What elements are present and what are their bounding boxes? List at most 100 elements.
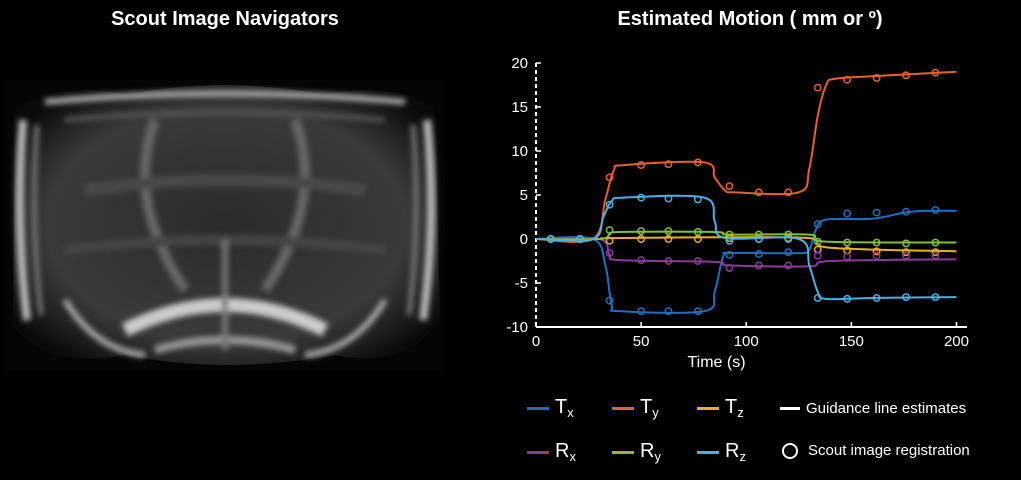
scout-point-ry — [605, 226, 614, 235]
series-line-ty — [535, 70, 957, 243]
legend-label-rx: R — [555, 440, 570, 462]
scout-point-ty — [902, 71, 910, 80]
legend-sub-rz: z — [739, 449, 746, 464]
legend-item-rx: Rx — [527, 440, 576, 464]
scout-point-ty — [843, 75, 852, 84]
scout-point-tx — [637, 307, 646, 316]
legend-swatch-guidance — [780, 407, 800, 410]
scout-point-rx — [605, 249, 614, 258]
legend-swatch-rx — [527, 450, 549, 454]
scout-point-rz — [637, 193, 646, 202]
scout-point-rz — [843, 294, 852, 303]
scout-point-tx — [902, 207, 910, 216]
x-tick-label: 200 — [944, 333, 969, 350]
scout-point-tx — [843, 209, 852, 218]
scout-point-rz — [576, 235, 585, 243]
scout-point-tx — [664, 307, 673, 316]
legend-swatch-rz — [697, 450, 719, 454]
scout-point-rz — [872, 294, 881, 302]
scout-point-ty — [693, 158, 702, 167]
scout-point-tx — [872, 208, 881, 217]
scout-point-tz — [902, 248, 910, 257]
legend-label-ry: R — [640, 440, 655, 462]
scout-point-rx — [693, 257, 702, 265]
scout-point-rx — [725, 264, 734, 272]
y-tick-label: 15 — [511, 99, 528, 116]
legend-swatch-tx — [527, 406, 549, 410]
x-axis-label: Time (s) — [687, 354, 745, 371]
legend-circle-icon — [782, 442, 798, 459]
scout-point-ty — [784, 188, 793, 197]
scout-point-tz — [931, 248, 940, 257]
legend-label-tx: T — [555, 396, 568, 418]
scout-point-ty — [931, 68, 940, 77]
scout-point-rz — [605, 200, 614, 209]
series-line-ry — [535, 230, 957, 244]
legend-item-guidance: Guidance line estimates — [780, 400, 966, 417]
legend-item-ry: Ry — [612, 440, 661, 464]
legend-label-rz: R — [725, 440, 740, 462]
legend-sub-ty: y — [652, 405, 659, 420]
legend-label-guidance: Guidance line estimates — [806, 400, 967, 417]
scout-point-tz — [605, 236, 614, 245]
legend-sub-ry: y — [654, 449, 661, 464]
x-tick-label: 50 — [633, 333, 650, 350]
scout-point-ry — [902, 239, 910, 248]
legend-label-ty: T — [640, 396, 653, 418]
scout-point-ty — [637, 161, 646, 170]
scout-image — [5, 80, 445, 370]
scout-point-rz — [546, 235, 555, 243]
legend-item-tz: Tz — [697, 396, 744, 420]
legend-item-rz: Rz — [697, 440, 746, 464]
series-line-rz — [535, 194, 957, 301]
scout-point-tx — [931, 206, 940, 214]
scout-point-ry — [754, 230, 763, 239]
scout-point-rx — [931, 251, 940, 260]
legend-swatch-ty — [612, 406, 634, 410]
scout-point-rz — [902, 293, 910, 302]
scout-point-tz — [872, 247, 881, 256]
scout-point-ty — [754, 188, 763, 197]
scout-point-tz — [664, 235, 673, 243]
scout-point-rx — [754, 261, 763, 270]
legend-item-tx: Tx — [527, 396, 574, 420]
scout-point-ry — [872, 238, 881, 247]
scout-point-ty — [813, 83, 822, 92]
scout-point-ty — [872, 74, 881, 82]
scout-point-tx — [813, 220, 822, 228]
scout-point-ry — [813, 237, 822, 246]
x-tick-label: 150 — [839, 333, 864, 350]
legend-sub-tz: z — [737, 405, 744, 420]
y-tick-label: 0 — [520, 231, 528, 248]
scout-point-rz — [754, 235, 763, 243]
scout-point-tz — [725, 234, 734, 243]
legend-label-scout: Scout image registration — [808, 442, 970, 459]
legend-item-scout: Scout image registration — [782, 442, 970, 459]
scout-point-rx — [637, 256, 646, 265]
scout-point-ry — [931, 238, 940, 247]
scout-panel-title: Scout Image Navigators — [111, 8, 339, 30]
legend-swatch-tz — [697, 406, 719, 410]
scout-point-rz — [784, 235, 793, 243]
scout-point-ry — [637, 227, 646, 236]
scout-point-rx — [813, 251, 822, 260]
y-tick-label: 10 — [511, 143, 528, 160]
scout-point-tz — [637, 235, 646, 243]
scout-point-rx — [784, 261, 793, 270]
scout-point-ry — [784, 230, 793, 239]
y-tick-label: 5 — [520, 187, 528, 204]
scout-point-rx — [872, 251, 881, 260]
scout-point-rz — [931, 293, 940, 302]
series-line-rx — [535, 236, 957, 268]
scout-point-tx — [784, 248, 793, 257]
x-tick-label: 0 — [532, 333, 540, 350]
scout-point-ry — [843, 238, 852, 247]
scout-point-ry — [693, 228, 702, 236]
scout-point-ty — [725, 182, 734, 191]
legend-swatch-ry — [612, 450, 634, 454]
scout-point-ry — [664, 227, 673, 236]
scout-point-tx — [693, 307, 702, 316]
scout-point-rx — [843, 252, 852, 261]
scout-point-tx — [754, 250, 763, 258]
